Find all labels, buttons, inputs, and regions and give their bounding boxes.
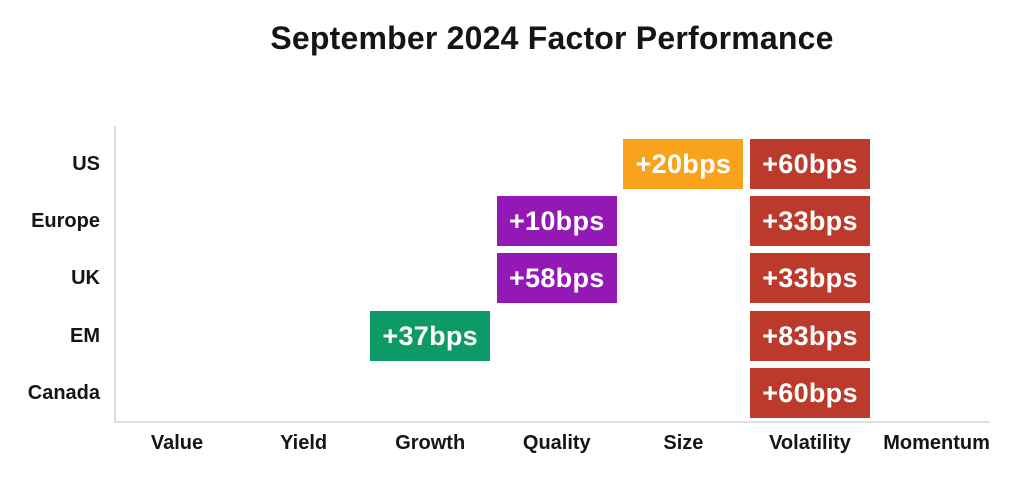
cell-uk-volatility: +33bps xyxy=(750,253,870,304)
cell-em-growth: +37bps xyxy=(370,310,491,361)
cell-europe-quality: +10bps xyxy=(496,196,617,247)
col-label-momentum: Momentum xyxy=(883,432,990,454)
cell-europe-volatility: +33bps xyxy=(750,196,870,247)
row-label-uk: UK xyxy=(71,267,100,290)
row-label-canada: Canada xyxy=(27,381,100,404)
plot-area xyxy=(114,126,990,423)
col-label-size: Size xyxy=(663,432,704,454)
col-label-growth: Growth xyxy=(395,432,466,454)
row-label-europe: Europe xyxy=(31,210,100,233)
row-label-em: EM xyxy=(70,324,100,347)
chart-title: September 2024 Factor Performance xyxy=(270,20,834,56)
col-label-volatility: Volatility xyxy=(769,432,851,454)
cell-us-volatility: +60bps xyxy=(750,139,870,189)
cell-em-volatility: +83bps xyxy=(750,310,870,361)
col-label-yield: Yield xyxy=(280,432,328,454)
cell-canada-volatility: +60bps xyxy=(750,367,870,418)
col-label-quality: Quality xyxy=(522,432,591,454)
cell-us-size: +20bps xyxy=(623,139,744,189)
row-label-us: US xyxy=(72,153,100,175)
col-label-value: Value xyxy=(150,432,204,454)
cell-uk-quality: +58bps xyxy=(496,253,617,304)
